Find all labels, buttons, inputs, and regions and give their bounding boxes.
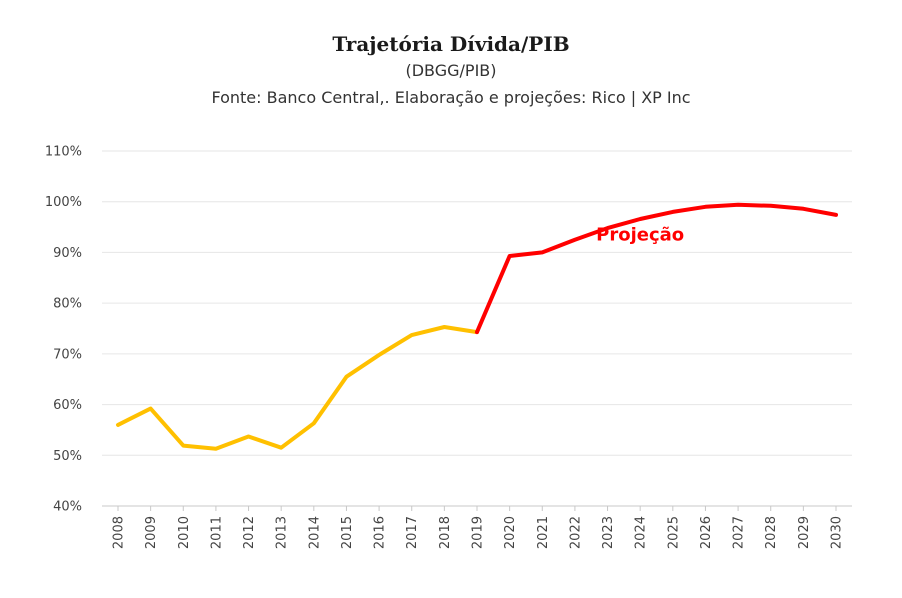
y-tick-label: 40% (53, 500, 82, 515)
x-tick-label: 2027 (732, 516, 747, 549)
y-tick-label: 100% (45, 195, 82, 210)
y-tick-label: 80% (53, 297, 82, 312)
series-line-historical (116, 325, 479, 451)
y-tick-label: 110% (45, 145, 82, 160)
x-tick-label: 2028 (764, 516, 779, 549)
x-tick-label: 2016 (373, 516, 388, 549)
x-tick-label: 2008 (112, 516, 127, 549)
x-tick-label: 2012 (242, 516, 257, 549)
series-line-projection (475, 202, 838, 335)
chart-source: Fonte: Banco Central,. Elaboração e proj… (211, 88, 691, 107)
x-tick-label: 2019 (471, 516, 486, 549)
x-tick-label: 2009 (144, 516, 159, 549)
x-tick-label: 2024 (634, 516, 649, 549)
projection-label: Projeção (596, 225, 684, 246)
x-tick-label: 2029 (797, 516, 812, 549)
x-tick-label: 2011 (209, 516, 224, 549)
x-tick-label: 2017 (405, 516, 420, 549)
x-tick-label: 2010 (177, 516, 192, 549)
x-tick-label: 2015 (340, 516, 355, 549)
x-tick-label: 2022 (568, 516, 583, 549)
chart-subtitle: (DBGG/PIB) (405, 61, 497, 80)
chart-title: Trajetória Dívida/PIB (332, 32, 570, 56)
y-tick-label: 90% (53, 246, 82, 261)
y-tick-label: 60% (53, 398, 82, 413)
x-tick-label: 2025 (666, 516, 681, 549)
x-tick-label: 2020 (503, 516, 518, 549)
x-tick-label: 2026 (699, 516, 714, 549)
y-tick-label: 70% (53, 347, 82, 362)
x-tick-label: 2013 (275, 516, 290, 549)
x-tick-label: 2030 (830, 516, 845, 549)
x-tick-label: 2018 (438, 516, 453, 549)
x-tick-label: 2023 (601, 516, 616, 549)
chart-header: Trajetória Dívida/PIB (DBGG/PIB) Fonte: … (0, 30, 902, 112)
x-tick-label: 2021 (536, 516, 551, 549)
y-tick-label: 50% (53, 449, 82, 464)
x-tick-label: 2014 (307, 516, 322, 549)
